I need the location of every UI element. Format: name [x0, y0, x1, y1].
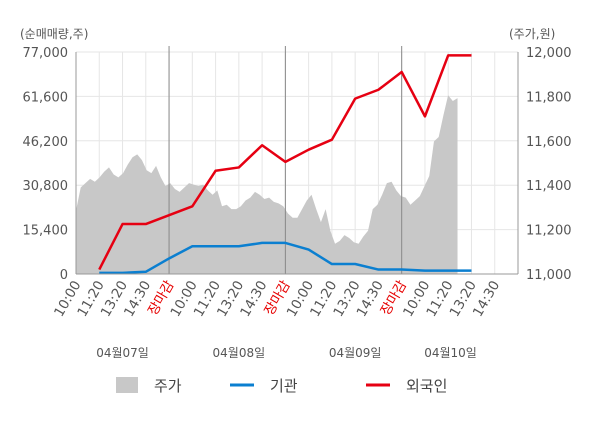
- legend-foreign-label: 외국인: [406, 377, 447, 395]
- price-area-layer: [76, 95, 458, 274]
- left-tick-label: 15,400: [23, 224, 69, 239]
- price-area: [76, 95, 458, 274]
- day-label: 04월10일: [424, 346, 477, 360]
- legend-price-swatch: [116, 377, 138, 393]
- right-tick-label: 11,200: [526, 224, 572, 239]
- right-tick-label: 11,600: [526, 135, 572, 150]
- left-axis-unit: (순매매량,주): [20, 27, 88, 41]
- legend-institution-label: 기관: [270, 377, 298, 395]
- left-tick-label: 77,000: [23, 46, 69, 61]
- right-axis-unit: (주가,원): [509, 27, 555, 41]
- day-label: 04월09일: [329, 346, 382, 360]
- right-tick-label: 11,800: [526, 90, 572, 105]
- right-tick-label: 12,000: [526, 46, 572, 61]
- day-divider-layer: [168, 46, 403, 274]
- axis-layer: [75, 52, 519, 275]
- right-tick-label: 11,000: [526, 268, 572, 283]
- left-tick-label: 61,600: [23, 90, 69, 105]
- day-label: 04월08일: [213, 346, 266, 360]
- legend-price-label: 주가: [154, 377, 182, 395]
- institution-line: [99, 241, 472, 275]
- left-tick-label: 0: [60, 268, 68, 283]
- left-tick-label: 30,800: [23, 179, 69, 194]
- foreign-line: [98, 54, 472, 271]
- legend: 주가 기관 외국인: [116, 377, 447, 395]
- series-line-layer: [98, 54, 472, 275]
- left-tick-label: 46,200: [23, 135, 69, 150]
- day-label: 04월07일: [96, 346, 149, 360]
- right-tick-label: 11,400: [526, 179, 572, 194]
